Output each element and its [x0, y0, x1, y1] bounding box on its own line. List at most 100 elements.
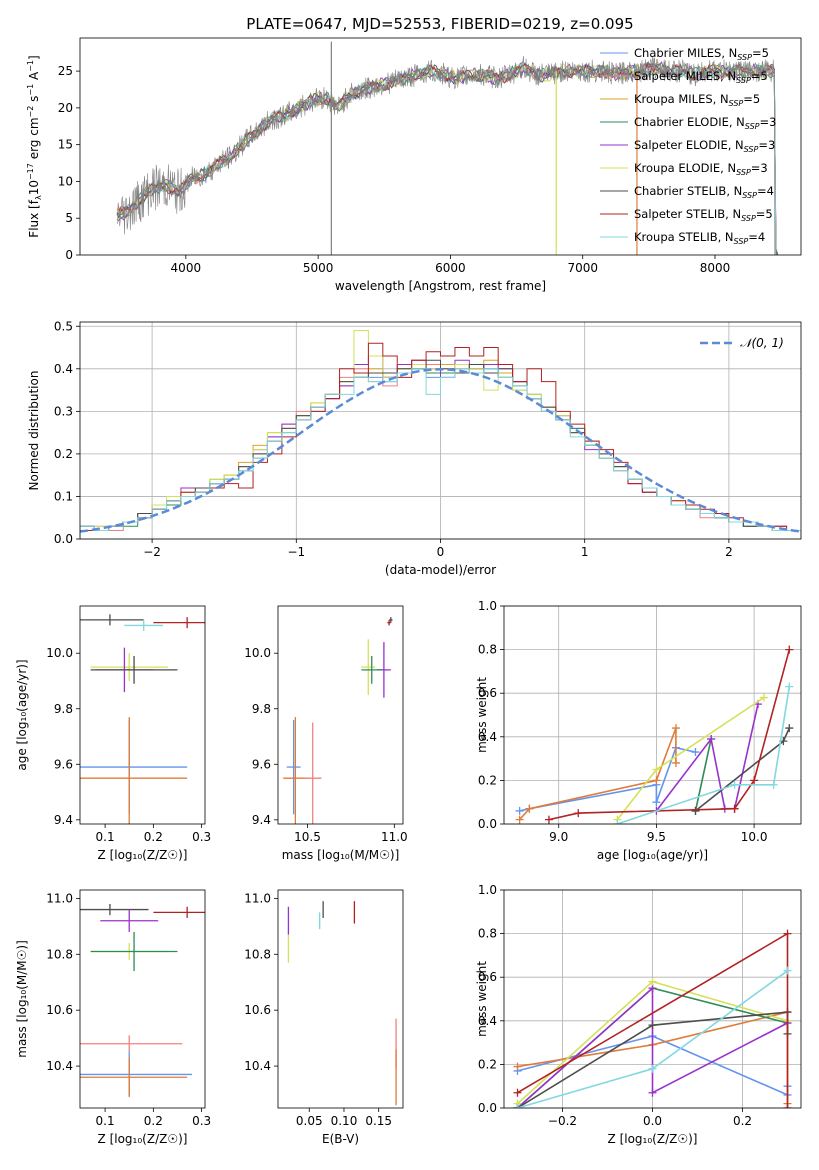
x-tick-label: 8000: [700, 261, 731, 275]
y-axis-label: Flux [fλ10−17 erg cm−2 s−1 A−1]: [26, 55, 43, 237]
y-tick-label: 0.4: [478, 730, 497, 744]
x-axis-label: age [log₁₀(age/yr)]: [597, 848, 708, 862]
x-tick-label: 0.3: [192, 830, 211, 844]
weight-marker: [652, 776, 661, 785]
x-tick-label: 0.15: [365, 1114, 392, 1128]
y-tick-label: 0.0: [54, 532, 73, 546]
y-tick-label: 15: [58, 138, 73, 152]
weight-marker: [785, 682, 794, 691]
weight-marker: [574, 809, 583, 818]
legend-entry: Chabrier ELODIE, NSSP=3: [634, 115, 776, 131]
plot-area: [80, 903, 205, 1097]
y-axis-label: mass weight: [475, 961, 489, 1037]
x-tick-label: 4000: [171, 261, 202, 275]
weight-marker: [513, 1062, 522, 1071]
weight-marker: [730, 804, 739, 813]
y-tick-label: 9.6: [252, 757, 271, 771]
weight-marker: [785, 645, 794, 654]
x-tick-label: 2: [725, 545, 733, 559]
x-tick-label: −1: [287, 545, 305, 559]
y-tick-label: 0.4: [478, 1014, 497, 1028]
axes-frame: [277, 889, 404, 1109]
weight-series-line: [616, 696, 765, 821]
x-axis-label: mass [log₁₀(M/M☉)]: [282, 848, 400, 862]
spectrum-model-line: [116, 61, 778, 255]
panel-residuals: −2 −1 0 1 2 0.0 0.1 0.2 0.3 0.4 0.5 (data-model)/er…: [27, 319, 802, 577]
y-tick-label: 0.4: [54, 362, 73, 376]
x-tick-label: 0.05: [296, 1114, 323, 1128]
spectrum-model-line: [116, 61, 778, 255]
axes-frame: [79, 37, 802, 256]
weight-marker: [671, 724, 680, 733]
y-axis-label: age [log₁₀(age/yr)]: [15, 659, 29, 770]
spectrum-model-line: [116, 60, 778, 251]
y-tick-label: 0: [65, 248, 73, 262]
legend-entry: Chabrier MILES, NSSP=5: [634, 46, 769, 62]
y-axis-label: mass [log₁₀(M/M☉)]: [15, 940, 29, 1058]
y-tick-label: 9.8: [54, 702, 73, 716]
plot-area: [80, 330, 801, 539]
x-tick-label: 7000: [567, 261, 598, 275]
weight-marker: [648, 1021, 657, 1030]
weight-marker: [613, 820, 622, 824]
panel-spectrum: 4000 5000 6000 7000 8000 0 5 10 15 20 25 wavelength…: [26, 37, 802, 293]
normal-curve: [80, 368, 801, 533]
x-axis-label: Z [log₁₀(Z/Z☉)]: [98, 1132, 188, 1146]
legend-entry: 𝒩(0, 1): [740, 336, 784, 350]
x-tick-label: 9.5: [647, 830, 666, 844]
y-tick-label: 1.0: [478, 883, 497, 897]
weight-marker: [769, 780, 778, 789]
y-tick-label: 0.8: [478, 643, 497, 657]
y-tick-label: 25: [58, 64, 73, 78]
x-tick-label: 10.0: [741, 830, 768, 844]
y-tick-label: 9.6: [54, 757, 73, 771]
plot-area: [283, 617, 393, 824]
weight-marker: [783, 966, 792, 975]
legend-entry: Salpeter ELODIE, NSSP=3: [634, 138, 775, 154]
x-tick-label: 0: [437, 545, 445, 559]
x-axis-label: E(B-V): [322, 1132, 359, 1146]
x-tick-label: 0.3: [192, 1114, 211, 1128]
plot-area: [116, 41, 779, 255]
x-tick-label: 11.0: [381, 830, 408, 844]
y-axis-label: mass weight: [475, 677, 489, 753]
weight-marker: [785, 724, 794, 733]
weight-marker: [707, 734, 716, 743]
y-tick-label: 0.0: [478, 1101, 497, 1115]
x-tick-label: 6000: [435, 261, 466, 275]
x-tick-label: 0.0: [643, 1114, 662, 1128]
weight-marker: [515, 806, 524, 815]
legend-entry: Kroupa ELODIE, NSSP=3: [634, 161, 768, 177]
y-tick-label: 0.0: [478, 817, 497, 831]
plot-area: [287, 901, 397, 1106]
x-axis-label: Z [log₁₀(Z/Z☉)]: [608, 1132, 698, 1146]
x-tick-label: −2: [143, 545, 161, 559]
x-tick-label: 0.2: [144, 830, 163, 844]
y-tick-label: 9.8: [252, 702, 271, 716]
y-tick-label: 10: [58, 174, 73, 188]
axes-frame: [79, 605, 206, 825]
x-tick-label: 9.0: [549, 830, 568, 844]
y-tick-label: 10.0: [46, 646, 73, 660]
y-tick-label: 0.2: [478, 773, 497, 787]
y-tick-label: 10.0: [244, 646, 271, 660]
y-tick-label: 0.6: [478, 686, 497, 700]
x-tick-label: 0.2: [733, 1114, 752, 1128]
legend-entry: Salpeter STELIB, NSSP=5: [634, 207, 773, 223]
x-tick-label: 0.2: [144, 1114, 163, 1128]
y-tick-label: 10.4: [244, 1059, 271, 1073]
panel-mass_vs_ebv: 0.05 0.10 0.15 10.4 10.6 10.8 11.0 E(B-V): [244, 889, 404, 1146]
panel-weight_vs_Z: −0.2 0.0 0.2 0.0 0.2 0.4 0.6 0.8 1.0 Z [log₁₀(Z/Z…: [475, 883, 802, 1146]
weight-marker: [513, 1088, 522, 1097]
weight-series-line: [617, 686, 791, 824]
y-tick-label: 0.5: [54, 319, 73, 333]
weight-marker: [648, 977, 657, 986]
y-tick-label: 0.8: [478, 927, 497, 941]
y-tick-label: 20: [58, 101, 73, 115]
weight-marker: [671, 758, 680, 767]
x-tick-label: 0.1: [96, 830, 115, 844]
axes-frame: [277, 605, 404, 825]
axes-frame: [79, 889, 206, 1109]
x-tick-label: 10.5: [294, 830, 321, 844]
panel-mass_vs_Z: 0.1 0.2 0.3 10.4 10.6 10.8 11.0 Z [log₁₀(Z/Z☉)]…: [15, 889, 211, 1146]
